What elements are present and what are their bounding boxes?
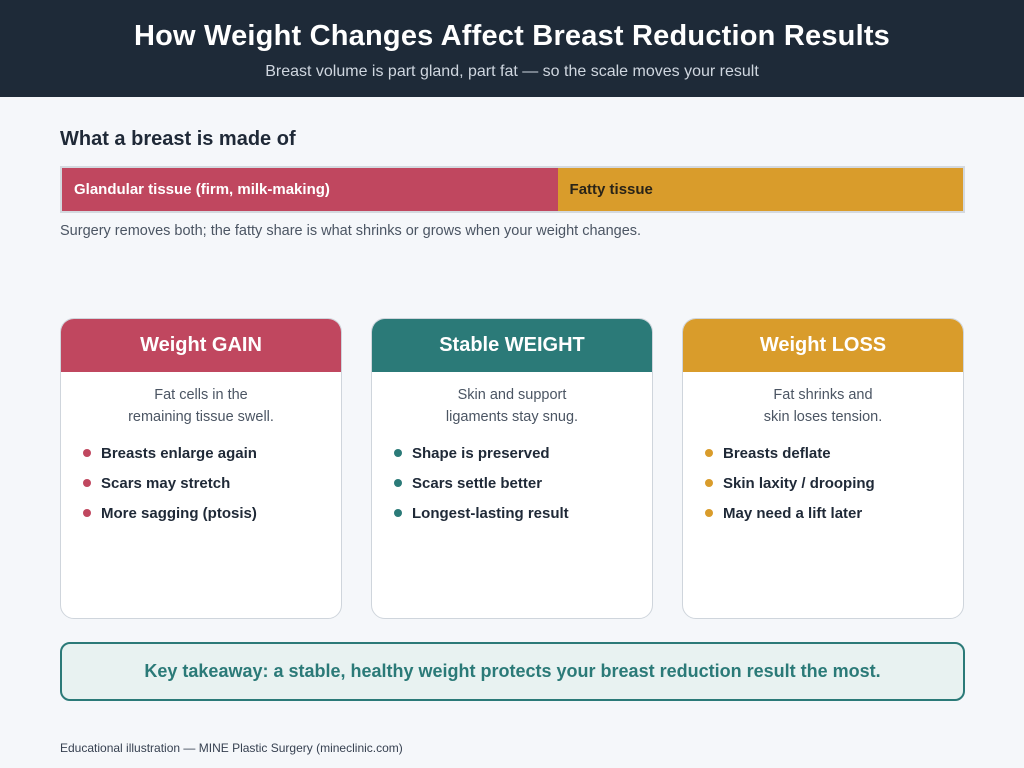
card-stable-weight-list: Shape is preserved Scars settle better L… [372, 438, 652, 528]
bullet-dot-icon [394, 509, 402, 517]
card-weight-loss-list: Breasts deflate Skin laxity / drooping M… [683, 438, 963, 528]
list-item: Skin laxity / drooping [705, 468, 963, 498]
list-item-label: Shape is preserved [412, 444, 550, 462]
card-stable-weight-title: Stable WEIGHT [439, 334, 585, 356]
description-line: remaining tissue swell. [128, 409, 274, 425]
composition-bar: Glandular tissue (firm, milk-making) Fat… [60, 166, 965, 213]
bullet-dot-icon [705, 509, 713, 517]
bullet-dot-icon [705, 479, 713, 487]
list-item: May need a lift later [705, 498, 963, 528]
footer-credit: Educational illustration — MINE Plastic … [60, 741, 403, 755]
card-weight-gain: Weight GAIN Fat cells in the remaining t… [60, 318, 342, 619]
list-item-label: More sagging (ptosis) [101, 504, 257, 522]
bullet-dot-icon [83, 449, 91, 457]
page-subtitle: Breast volume is part gland, part fat — … [265, 63, 759, 80]
list-item: Breasts deflate [705, 438, 963, 468]
card-weight-gain-description: Fat cells in the remaining tissue swell. [61, 384, 341, 428]
list-item-label: Breasts deflate [723, 444, 831, 462]
card-weight-loss-description: Fat shrinks and skin loses tension. [683, 384, 963, 428]
bullet-dot-icon [394, 449, 402, 457]
list-item: Scars settle better [394, 468, 652, 498]
composition-note: Surgery removes both; the fatty share is… [60, 223, 642, 239]
list-item-label: Longest-lasting result [412, 504, 569, 522]
list-item-label: Breasts enlarge again [101, 444, 257, 462]
segment-glandular: Glandular tissue (firm, milk-making) [62, 168, 558, 211]
bullet-dot-icon [705, 449, 713, 457]
card-stable-weight: Stable WEIGHT Skin and support ligaments… [371, 318, 653, 619]
key-takeaway-text: Key takeaway: a stable, healthy weight p… [144, 661, 881, 681]
bullet-dot-icon [83, 479, 91, 487]
card-weight-gain-list: Breasts enlarge again Scars may stretch … [61, 438, 341, 528]
card-weight-gain-title: Weight GAIN [140, 334, 262, 356]
bullet-dot-icon [394, 479, 402, 487]
description-line: Fat cells in the [154, 387, 248, 403]
list-item-label: Scars may stretch [101, 474, 231, 492]
description-line: Skin and support [457, 387, 567, 403]
list-item-label: Skin laxity / drooping [723, 474, 875, 492]
composition-heading: What a breast is made of [60, 128, 296, 150]
segment-fatty: Fatty tissue [557, 168, 963, 211]
list-item: More sagging (ptosis) [83, 498, 341, 528]
list-item: Longest-lasting result [394, 498, 652, 528]
card-weight-loss: Weight LOSS Fat shrinks and skin loses t… [682, 318, 964, 619]
page-title: How Weight Changes Affect Breast Reducti… [133, 20, 891, 52]
list-item: Shape is preserved [394, 438, 652, 468]
card-stable-weight-header: Stable WEIGHT [372, 319, 652, 372]
description-line: skin loses tension. [763, 409, 883, 425]
card-weight-loss-header: Weight LOSS [683, 319, 963, 372]
card-weight-loss-title: Weight LOSS [759, 334, 887, 356]
list-item: Breasts enlarge again [83, 438, 341, 468]
list-item: Scars may stretch [83, 468, 341, 498]
list-item-label: Scars settle better [412, 474, 543, 492]
description-line: Fat shrinks and [773, 387, 873, 403]
bullet-dot-icon [83, 509, 91, 517]
key-takeaway-box: Key takeaway: a stable, healthy weight p… [60, 642, 965, 701]
list-item-label: May need a lift later [723, 504, 863, 522]
card-stable-weight-description: Skin and support ligaments stay snug. [372, 384, 652, 428]
card-weight-gain-header: Weight GAIN [61, 319, 341, 372]
header-banner: How Weight Changes Affect Breast Reducti… [0, 0, 1024, 97]
description-line: ligaments stay snug. [445, 409, 579, 425]
segment-fatty-label: Fatty tissue [569, 181, 653, 198]
segment-glandular-label: Glandular tissue (firm, milk-making) [74, 181, 330, 198]
